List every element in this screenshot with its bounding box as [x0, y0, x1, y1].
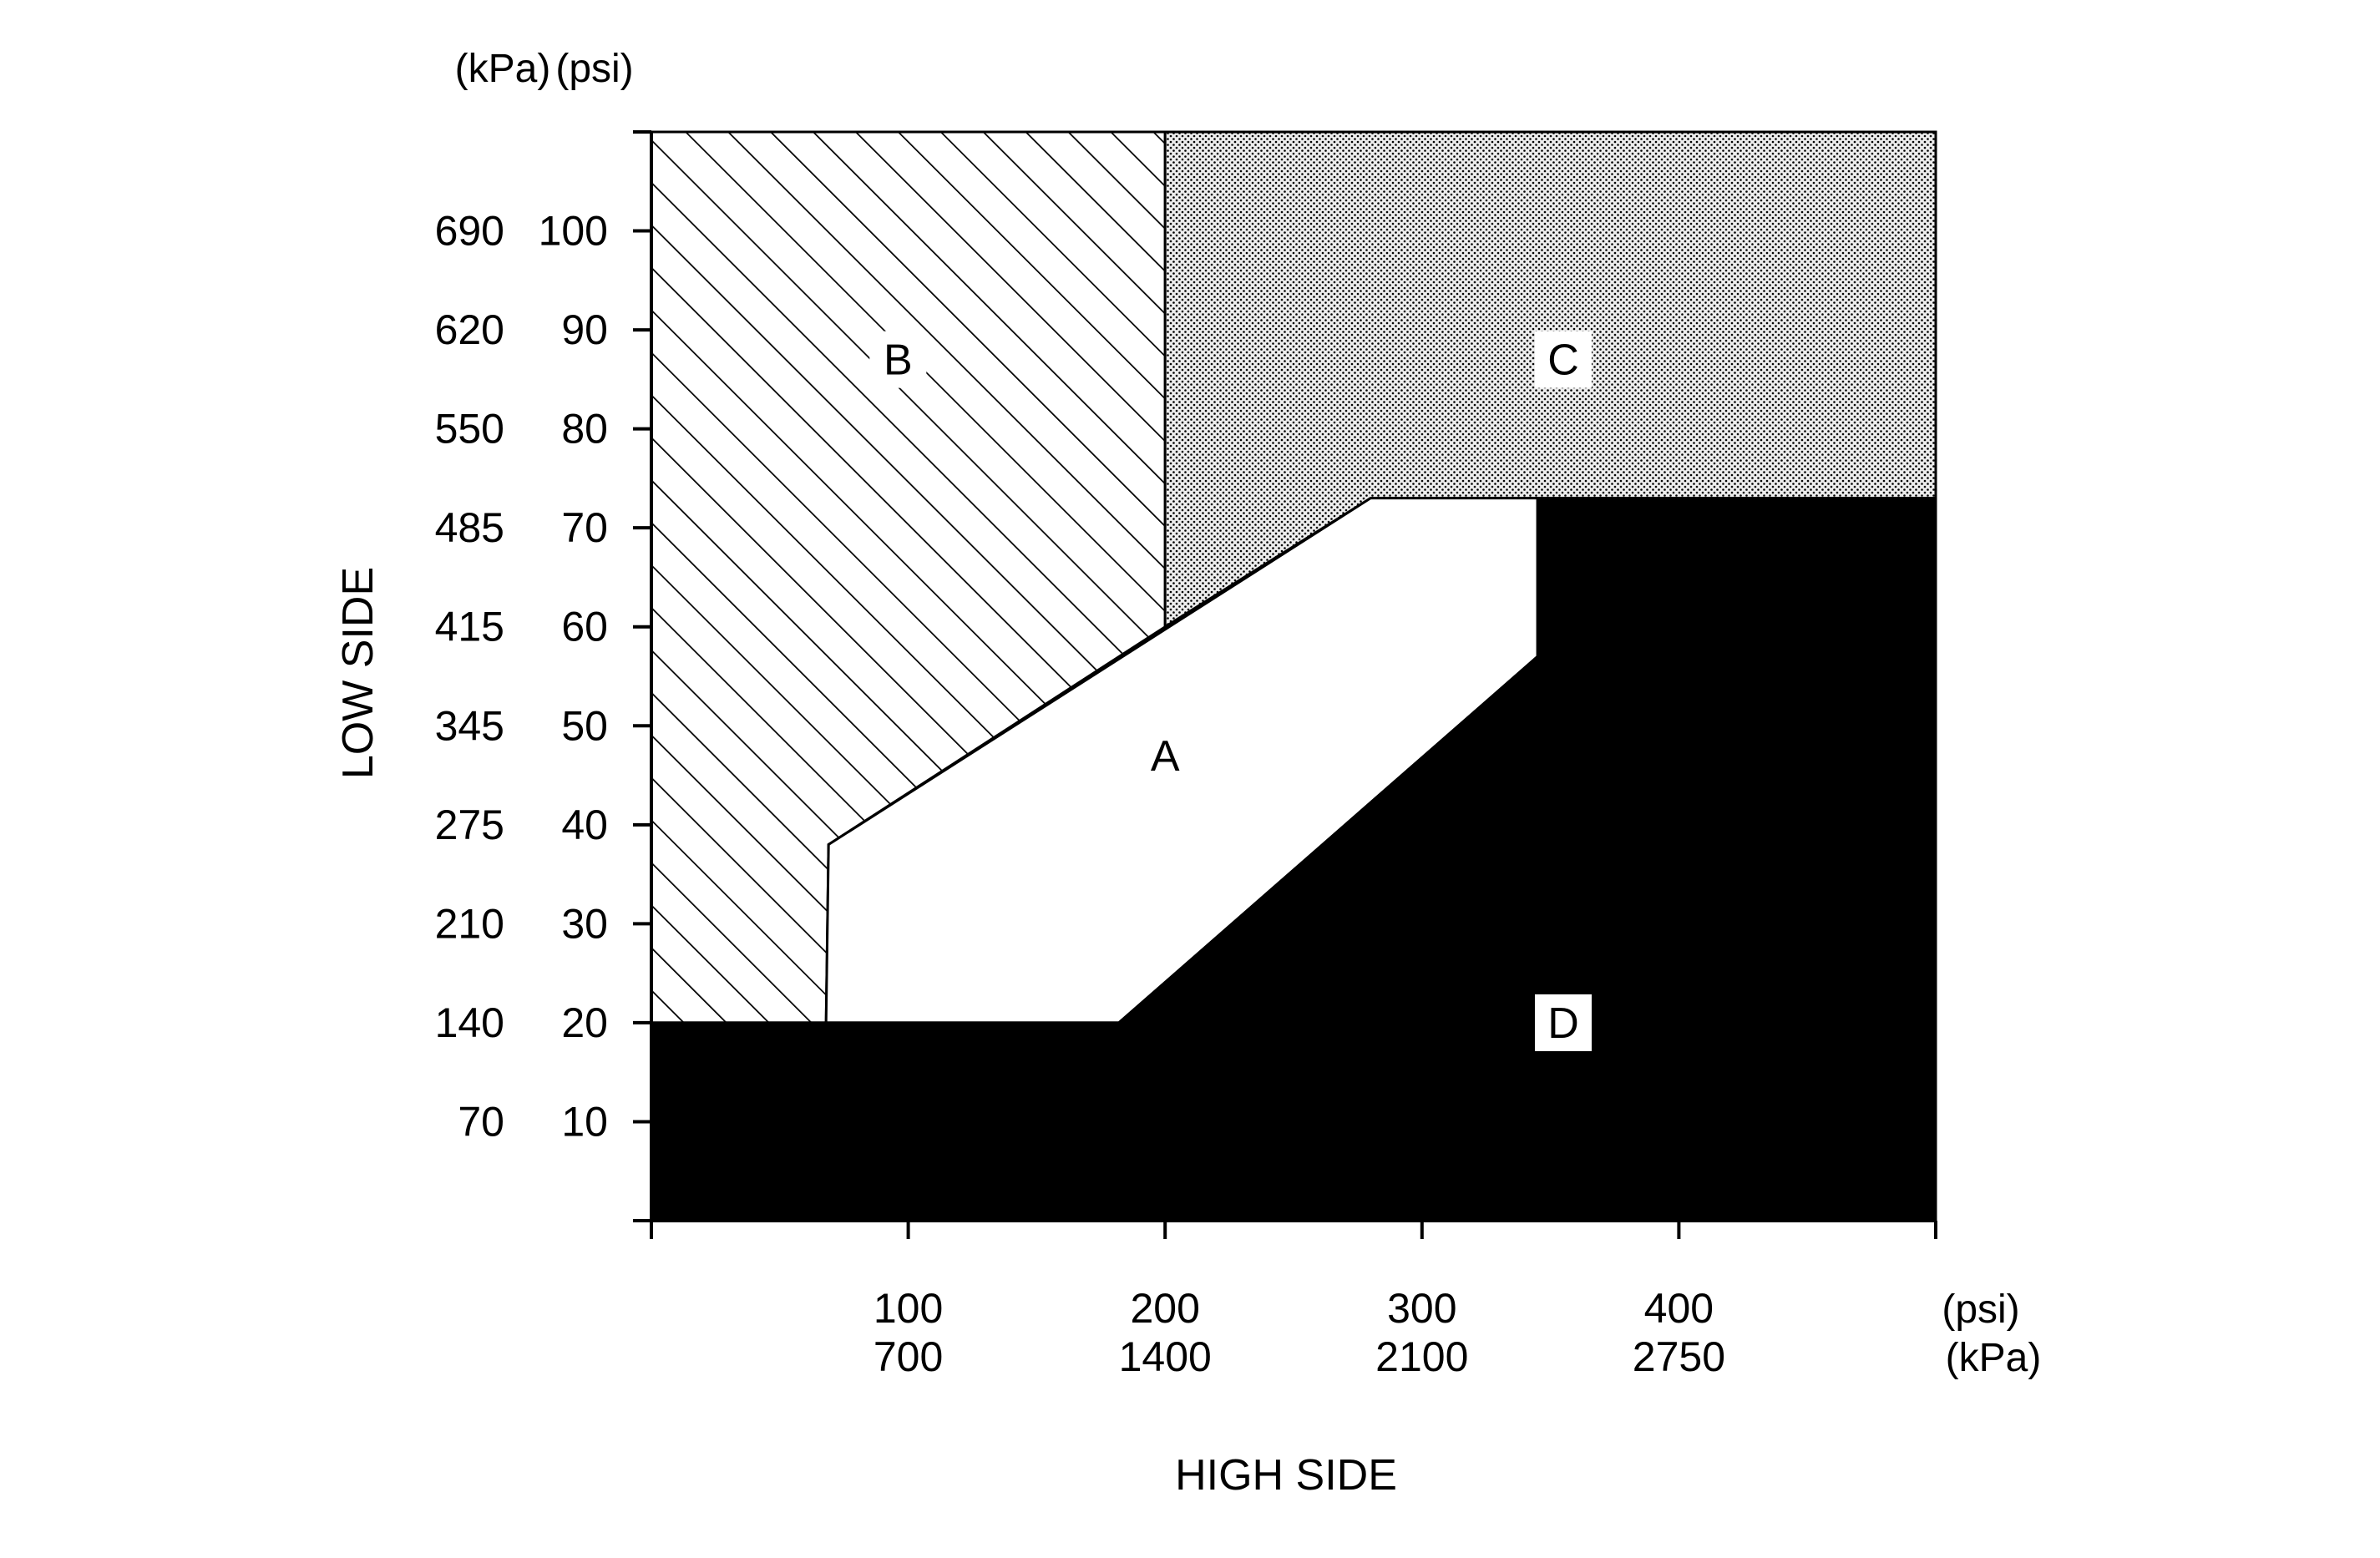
y-axis-unit-secondary: (kPa)	[455, 47, 551, 91]
x-axis-unit-primary: (psi)	[1942, 1287, 2019, 1332]
x-axis-unit-secondary: (kPa)	[1946, 1336, 2042, 1380]
y-tick-label-psi: 90	[561, 306, 608, 353]
y-tick-label-kpa: 485	[435, 504, 504, 551]
y-tick-label-kpa: 550	[435, 406, 504, 453]
region-c-label: C	[1547, 336, 1579, 385]
region-a-label-box	[1137, 726, 1194, 784]
y-tick-label-psi: 100	[539, 208, 608, 255]
y-tick-label-kpa: 415	[435, 604, 504, 650]
y-axis-unit-primary: (psi)	[555, 47, 633, 91]
y-tick-label-psi: 10	[561, 1098, 608, 1145]
axis-ticks: 10 70 20 140 30 210 40 275 50 345 60 415 70 485 80 550 9…	[435, 130, 1937, 1380]
x-tick-label-kpa: 2750	[1633, 1333, 1725, 1380]
y-tick-label-psi: 70	[561, 504, 608, 551]
x-tick-label-psi: 200	[1130, 1285, 1199, 1332]
y-tick-label-psi: 30	[561, 900, 608, 947]
y-tick-label-psi: 80	[561, 406, 608, 453]
x-tick-label-kpa: 700	[874, 1333, 943, 1380]
region-areas	[650, 130, 1937, 1222]
y-axis-title: LOW SIDE	[334, 567, 382, 779]
x-tick-label-kpa: 2100	[1375, 1333, 1468, 1380]
y-tick-label-psi: 50	[561, 702, 608, 749]
x-axis-title: HIGH SIDE	[1175, 1451, 1397, 1500]
x-tick-label-kpa: 1400	[1119, 1333, 1212, 1380]
x-tick-label-psi: 300	[1387, 1285, 1456, 1332]
region-labels: B C A D	[869, 331, 1592, 1051]
region-d-label: D	[1547, 999, 1579, 1048]
y-tick-label-kpa: 690	[435, 208, 504, 255]
region-c-label-box	[1534, 331, 1592, 388]
y-tick-label-kpa: 70	[458, 1098, 504, 1145]
y-tick-label-psi: 60	[561, 604, 608, 650]
y-tick-label-psi: 40	[561, 802, 608, 848]
region-d-label-box	[1534, 994, 1592, 1051]
y-tick-label-kpa: 275	[435, 802, 504, 848]
y-tick-label-psi: 20	[561, 999, 608, 1046]
plot-frame	[650, 130, 1937, 1222]
y-tick-label-kpa: 620	[435, 306, 504, 353]
region-a-label: A	[1151, 732, 1180, 781]
y-tick-label-kpa: 210	[435, 900, 504, 947]
region-b-label: B	[884, 336, 913, 385]
region-b-label-box	[869, 331, 927, 388]
y-tick-label-kpa: 140	[435, 999, 504, 1046]
y-tick-label-kpa: 345	[435, 702, 504, 749]
x-tick-label-psi: 400	[1644, 1285, 1714, 1332]
x-tick-label-psi: 100	[874, 1285, 943, 1332]
